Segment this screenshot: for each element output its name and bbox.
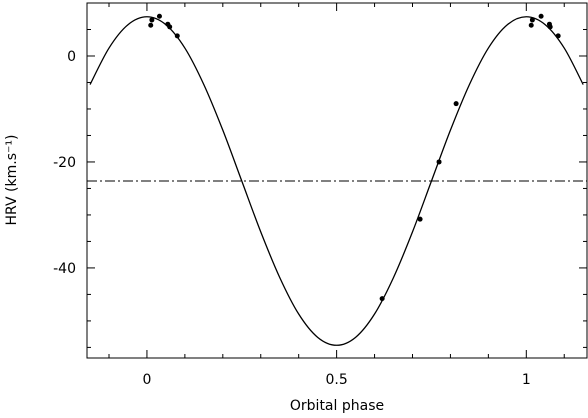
y-tick-label: -40	[53, 261, 76, 277]
data-point	[555, 33, 561, 39]
x-axis-label: Orbital phase	[290, 398, 384, 414]
data-point	[529, 17, 535, 23]
data-point	[167, 24, 173, 30]
y-tick-label: -20	[53, 155, 76, 171]
model-curve	[89, 16, 584, 346]
data-point	[156, 13, 162, 19]
data-point	[538, 13, 544, 19]
data-point	[528, 22, 534, 28]
y-tick-label: 0	[67, 49, 76, 65]
x-tick-label: 0.5	[325, 372, 347, 388]
data-point	[417, 216, 423, 222]
x-tick-label: 0	[142, 372, 151, 388]
data-point	[379, 296, 385, 302]
x-tick-label: 1	[522, 372, 531, 388]
data-point	[547, 24, 553, 30]
data-point	[149, 17, 155, 23]
data-point	[148, 22, 154, 28]
data-point	[174, 33, 180, 39]
data-point	[436, 159, 442, 165]
plot-frame	[86, 2, 588, 359]
y-axis-label: HRV (km.s⁻¹)	[4, 135, 20, 226]
data-point	[453, 101, 459, 107]
